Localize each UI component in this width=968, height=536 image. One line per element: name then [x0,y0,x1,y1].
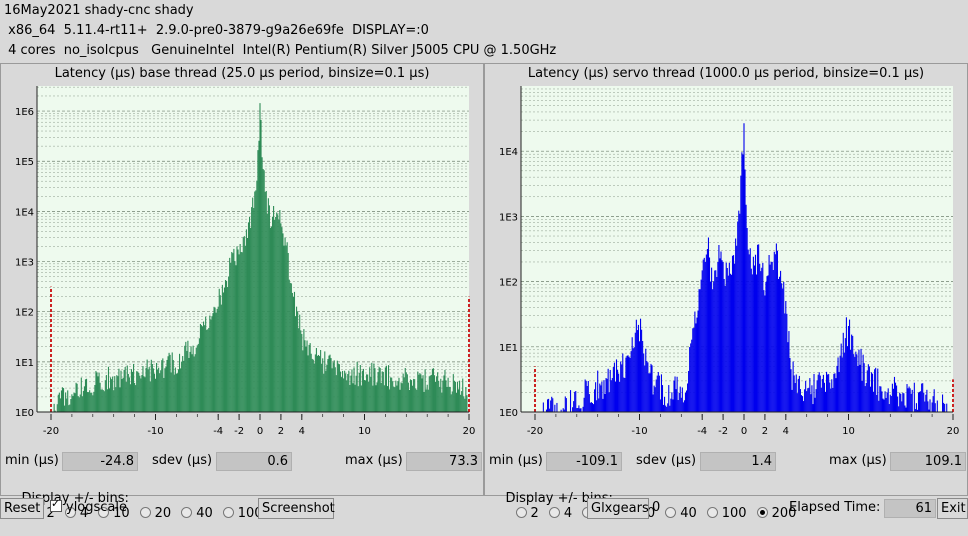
servo-sdev-label: sdev (µs) [636,453,697,468]
ylogscale-checkbox[interactable]: ylogscale [50,497,128,515]
servo-bins-option-label: 100 [721,506,747,521]
base-bins-option-label: 10 [113,506,130,521]
x-tick-label: -10 [147,426,163,437]
servo-min-value: -109.1 [546,452,622,471]
y-tick-label: 1E2 [499,278,518,289]
y-tick-label: 1E4 [499,147,518,158]
reset-button[interactable]: Reset [0,498,44,519]
x-tick-label: 4 [783,426,789,437]
servo-bins-radio-100[interactable] [706,507,718,518]
servo-bins-radio-2[interactable] [515,507,527,518]
servo-bins-option-label: 200 [771,506,797,521]
x-tick-label: 10 [358,426,371,437]
y-tick-label: 1E1 [499,343,518,354]
glxgears-button[interactable]: Glxgears [587,498,649,519]
base-bins-option-label: 2 [46,506,55,521]
base-sdev-value: 0.6 [216,452,292,471]
x-tick-label: -10 [631,426,647,437]
servo-min-label: min (µs) [489,453,543,468]
header-cpu-info: 4 cores no_isolcpus GenuineIntel Intel(R… [4,43,557,58]
elapsed-time-value: 61 [884,499,936,518]
servo-bins-radio-200[interactable] [756,507,768,518]
base-max-label: max (µs) [345,453,403,468]
base-max-value: 73.3 [406,452,482,471]
x-tick-label: 4 [299,426,305,437]
x-tick-label: -4 [697,426,707,437]
base-min-value: -24.8 [62,452,138,471]
ylogscale-label: ylogscale [66,500,128,515]
base-thread-panel: Latency (µs) base thread (25.0 µs period… [0,63,484,521]
x-tick-label: 20 [463,426,476,437]
header-system-info: x86_64 5.11.4-rt11+ 2.9.0-pre0-3879-g9a2… [4,23,429,38]
base-bins-radio-20[interactable] [139,507,151,518]
servo-max-value: 109.1 [890,452,966,471]
servo-bins-option-label: 2 [530,506,539,521]
ylogscale-check-icon[interactable] [50,497,62,512]
x-tick-label: -4 [213,426,223,437]
servo-thread-panel: Latency (µs) servo thread (1000.0 µs per… [484,63,968,521]
base-bins-radio-40[interactable] [181,507,193,518]
x-tick-label: -2 [718,426,728,437]
base-thread-title: Latency (µs) base thread (25.0 µs period… [54,66,430,81]
y-tick-label: 1E4 [15,207,34,218]
x-tick-label: -20 [43,426,59,437]
servo-bins-option-label: 4 [563,506,573,521]
servo-bins-option-label: 40 [680,506,697,521]
header-date-host: 16May2021 shady-cnc shady [4,3,194,18]
base-bins-option-label: 40 [196,506,213,521]
base-bins-option-label: 4 [79,506,89,521]
x-tick-label: 0 [741,426,747,437]
base-min-label: min (µs) [5,453,59,468]
x-tick-label: 0 [257,426,263,437]
y-tick-label: 1E1 [15,358,34,369]
y-tick-label: 1E3 [499,212,518,223]
glxgears-count: 0 [652,500,661,515]
servo-max-label: max (µs) [829,453,887,468]
base-bins-radio-4[interactable] [64,507,76,518]
y-tick-label: 1E2 [15,308,34,319]
base-bins-radio-100[interactable] [222,507,234,518]
servo-bins-radio-4[interactable] [548,507,560,518]
servo-sdev-value: 1.4 [700,452,776,471]
y-tick-label: 1E0 [499,408,518,419]
x-tick-label: -20 [527,426,543,437]
servo-thread-title: Latency (µs) servo thread (1000.0 µs per… [527,66,925,81]
y-tick-label: 1E3 [15,258,34,269]
x-tick-label: 20 [947,426,960,437]
screenshot-button[interactable]: Screenshot [258,498,335,519]
servo-bins-radio-40[interactable] [665,507,677,518]
base-bins-option-label: 100 [237,506,263,521]
x-tick-label: 2 [762,426,768,437]
base-sdev-label: sdev (µs) [152,453,213,468]
y-tick-label: 1E0 [15,408,34,419]
y-tick-label: 1E5 [15,157,34,168]
x-tick-label: 10 [842,426,855,437]
x-tick-label: -2 [234,426,244,437]
x-tick-label: 2 [278,426,284,437]
elapsed-time-label: Elapsed Time: [789,500,881,515]
exit-button[interactable]: Exit [937,498,968,519]
base-bins-option-label: 20 [154,506,172,521]
base-bins-radio-10[interactable] [98,507,110,518]
y-tick-label: 1E6 [15,107,34,118]
